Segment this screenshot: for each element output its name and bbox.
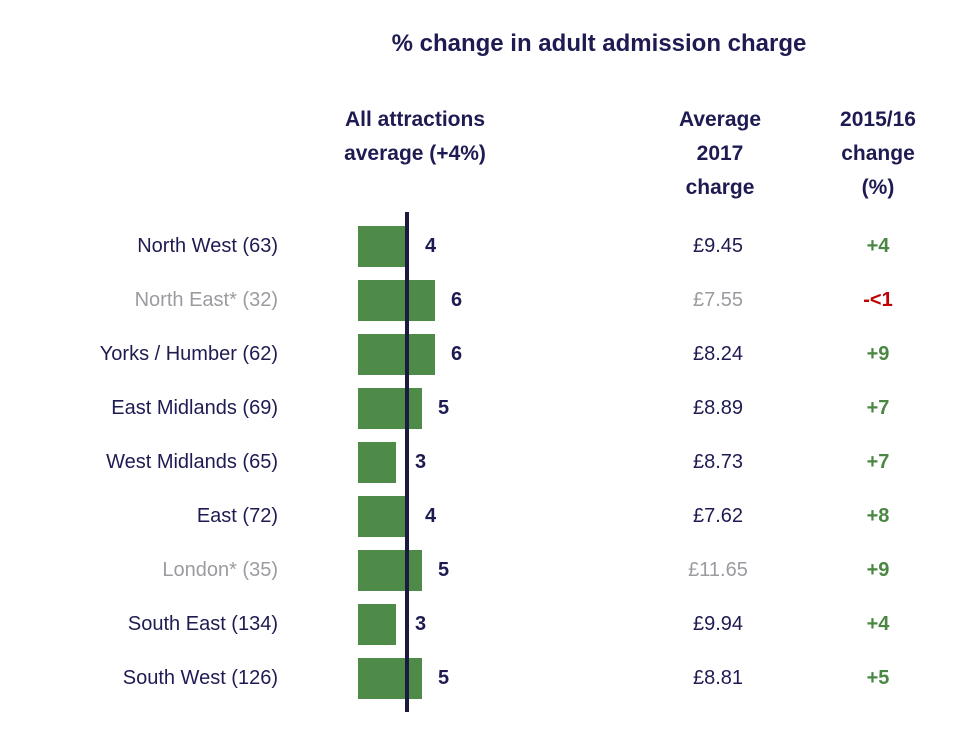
change-value: +5 bbox=[866, 667, 890, 689]
avg-charge-value: £9.94 bbox=[692, 613, 744, 635]
region-label: South West (126) bbox=[122, 667, 278, 689]
change-value: +4 bbox=[866, 613, 890, 635]
bar bbox=[358, 604, 396, 645]
bar-value-label: 5 bbox=[438, 397, 450, 419]
region-label: Yorks / Humber (62) bbox=[99, 343, 278, 365]
avg-charge-value: £8.89 bbox=[692, 397, 744, 419]
change-value: +7 bbox=[866, 397, 890, 419]
bar-value-label: 5 bbox=[438, 559, 450, 581]
bar bbox=[358, 442, 396, 483]
bar-value-label: 6 bbox=[451, 289, 463, 311]
column-header-average-2017-charge: Average 2017 charge bbox=[678, 108, 762, 199]
bar-value-label: 4 bbox=[425, 235, 437, 257]
avg-charge-value: £8.73 bbox=[692, 451, 744, 473]
column-header-all-attractions-average: All attractions average (+4%) bbox=[344, 108, 486, 165]
region-label: East Midlands (69) bbox=[111, 397, 278, 419]
bar-value-label: 4 bbox=[425, 505, 437, 527]
average-baseline-line bbox=[405, 212, 409, 712]
avg-charge-value: £9.45 bbox=[692, 235, 744, 257]
avg-charge-value: £8.24 bbox=[692, 343, 744, 365]
table-row: North East* (32) 6 £7.55 -<1 bbox=[0, 280, 980, 321]
avg-charge-value: £8.81 bbox=[692, 667, 744, 689]
region-label: North West (63) bbox=[137, 235, 278, 257]
bar-value-label: 5 bbox=[438, 667, 450, 689]
region-label: East (72) bbox=[196, 505, 278, 527]
change-value: +7 bbox=[866, 451, 890, 473]
bar bbox=[358, 334, 435, 375]
bar bbox=[358, 280, 435, 321]
bar bbox=[358, 388, 422, 429]
region-label: North East* (32) bbox=[134, 289, 278, 311]
chart-title: % change in adult admission charge bbox=[391, 30, 807, 57]
table-row: London* (35) 5 £11.65 +9 bbox=[0, 550, 980, 591]
change-value: +9 bbox=[866, 559, 890, 581]
bar bbox=[358, 658, 422, 699]
bar bbox=[358, 496, 409, 537]
table-row: East Midlands (69) 5 £8.89 +7 bbox=[0, 388, 980, 429]
table-row: South East (134) 3 £9.94 +4 bbox=[0, 604, 980, 645]
region-label: London* (35) bbox=[162, 559, 278, 581]
table-row: North West (63) 4 £9.45 +4 bbox=[0, 226, 980, 267]
bar-value-label: 3 bbox=[415, 613, 427, 635]
change-value: -<1 bbox=[863, 289, 893, 311]
change-value: +9 bbox=[866, 343, 890, 365]
region-label: West Midlands (65) bbox=[106, 451, 278, 473]
change-value: +8 bbox=[866, 505, 890, 527]
table-row: South West (126) 5 £8.81 +5 bbox=[0, 658, 980, 699]
bar bbox=[358, 226, 409, 267]
table-row: West Midlands (65) 3 £8.73 +7 bbox=[0, 442, 980, 483]
avg-charge-value: £11.65 bbox=[688, 559, 748, 581]
avg-charge-value: £7.55 bbox=[692, 289, 744, 311]
bar-value-label: 6 bbox=[451, 343, 463, 365]
change-value: +4 bbox=[866, 235, 890, 257]
table-row: Yorks / Humber (62) 6 £8.24 +9 bbox=[0, 334, 980, 375]
table-row: East (72) 4 £7.62 +8 bbox=[0, 496, 980, 537]
bar bbox=[358, 550, 422, 591]
region-label: South East (134) bbox=[127, 613, 278, 635]
column-header-2015-16-change: 2015/16 change (%) bbox=[840, 108, 916, 199]
bar-value-label: 3 bbox=[415, 451, 427, 473]
avg-charge-value: £7.62 bbox=[692, 505, 744, 527]
